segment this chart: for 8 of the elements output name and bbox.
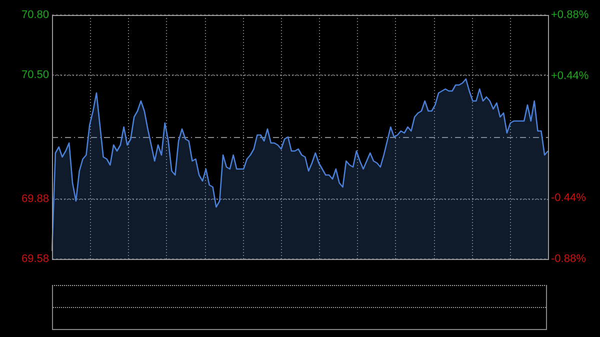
y2-tick-label: +0.88%	[551, 9, 589, 22]
y2-tick-label: +0.44%	[551, 70, 589, 82]
y-tick-label: 69.88	[21, 193, 49, 206]
y2-tick-label: -0.44%	[551, 192, 586, 204]
y-tick-label: 70.50	[21, 69, 49, 82]
y-tick-label: 69.58	[21, 253, 49, 266]
y-tick-label: 70.80	[21, 9, 49, 22]
y2-tick-label: -0.88%	[551, 253, 586, 266]
